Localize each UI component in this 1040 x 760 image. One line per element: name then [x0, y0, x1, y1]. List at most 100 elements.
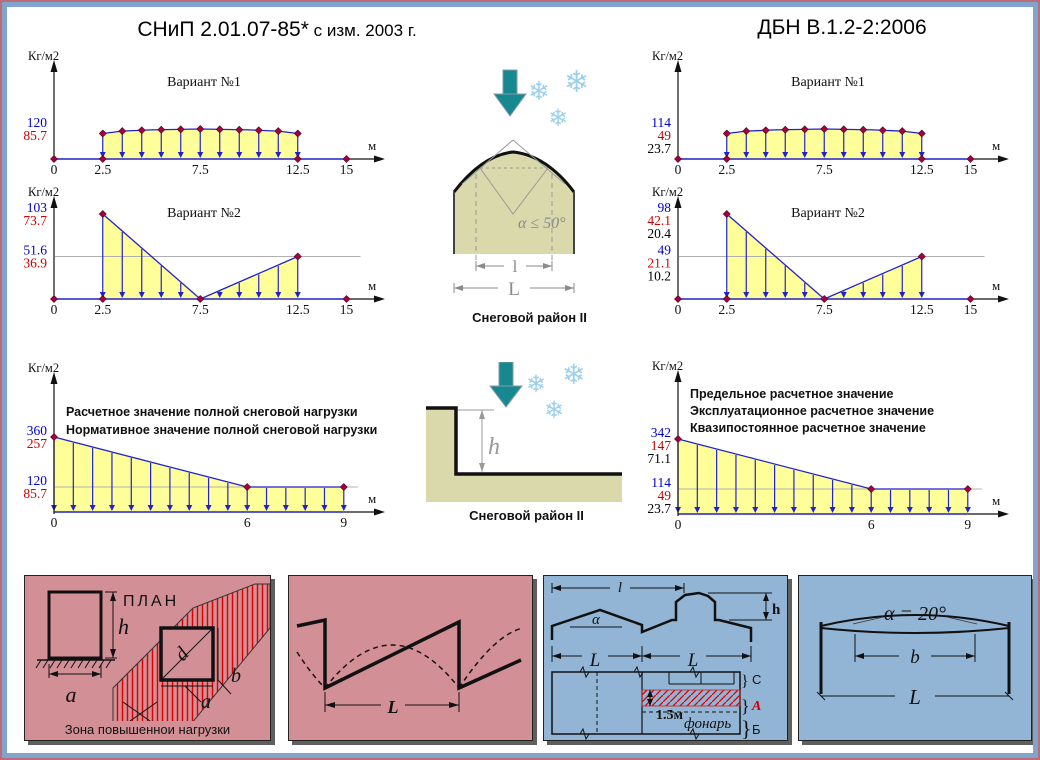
x-axis-unit: м: [992, 278, 1000, 293]
load-arrow-head: [158, 152, 165, 158]
lantern-roof-profile: [550, 591, 753, 642]
roof-tangent-lines: [461, 139, 566, 185]
x-axis-unit: м: [368, 491, 376, 506]
y-axis-unit: Кг/м2: [652, 185, 683, 199]
load-arrow-head: [964, 507, 971, 513]
data-point-marker: [235, 125, 244, 134]
chart-legend-line: Эксплуатационное расчетное значение: [690, 404, 934, 418]
x-axis-unit: м: [368, 138, 376, 153]
load-arrow-head: [224, 505, 231, 511]
x-tick-label: 12.5: [286, 162, 310, 177]
y-axis-value: 21.1: [647, 256, 671, 271]
load-arrow-head: [918, 292, 925, 298]
data-point-marker: [800, 125, 809, 134]
sawtooth-profile: [296, 617, 522, 691]
data-point-marker: [722, 129, 731, 138]
panel-sawtooth-roof: L: [288, 575, 533, 741]
load-arrow-head: [294, 292, 301, 298]
data-point-marker: [966, 155, 975, 163]
x-tick-label: 0: [675, 302, 682, 317]
data-point-marker: [722, 295, 731, 303]
snowflake-icon: ❄: [528, 76, 550, 106]
dome-roof-svg: ❄ ❄ ❄ α ≤ 50° l: [452, 66, 589, 300]
y-axis-value: 85.7: [23, 128, 47, 143]
x-tick-label: 2.5: [94, 302, 111, 317]
y-axis-arrow: [674, 196, 682, 208]
data-point-marker: [742, 127, 751, 136]
x-tick-label: 15: [964, 162, 978, 177]
plan-zone-svg: d b a h a ПЛАН: [35, 583, 270, 721]
y-axis-value: 103: [27, 200, 48, 215]
plan-cells: [668, 672, 735, 685]
x-tick-label: 7.5: [816, 302, 833, 317]
outer-dim: [816, 691, 1014, 701]
load-arrow-head: [906, 507, 913, 513]
data-point-marker: [761, 126, 770, 135]
load-arrow-head: [294, 152, 301, 158]
x-tick-label: 6: [244, 515, 251, 530]
data-point-marker: [339, 483, 348, 491]
svg-text:}: }: [741, 696, 750, 716]
data-point-marker: [98, 210, 107, 218]
band-width-label: 1.5м: [656, 708, 684, 723]
left-standard-title: СНиП 2.01.07-85* с изм. 2003 г.: [87, 18, 467, 42]
y-axis-value: 49: [658, 243, 672, 258]
load-arrow-head: [887, 507, 894, 513]
elevation-h-dim: [105, 591, 117, 659]
load-arrow-head: [138, 152, 145, 158]
load-arrow-head: [782, 152, 789, 158]
panel-lantern-roof: α l h L L: [543, 575, 788, 741]
load-arrow-head: [743, 292, 750, 298]
data-point-marker: [98, 129, 107, 138]
stepped-roof-figure: ❄ ❄ ❄ h Снеговой район II: [424, 362, 629, 523]
panel-plan-zone: d b a h a ПЛАН: [24, 575, 271, 741]
zone-b-label: Б: [752, 722, 761, 737]
load-arrow-head: [340, 505, 347, 511]
load-arrow-head: [694, 507, 701, 513]
data-point-marker: [917, 252, 926, 261]
load-arrow-head: [255, 292, 262, 298]
data-point-marker: [963, 485, 972, 493]
load-arrow-head: [743, 152, 750, 158]
y-axis-value: 10.2: [647, 269, 671, 284]
y-axis-value: 71.1: [647, 451, 671, 466]
load-arrow-head: [275, 292, 282, 298]
y-axis-value: 85.7: [23, 486, 47, 501]
load-arrow-head: [108, 505, 115, 511]
load-arrow-head: [186, 505, 193, 511]
span1-label: L: [589, 650, 601, 671]
y-axis-value: 36.9: [23, 256, 47, 271]
y-axis-unit: Кг/м2: [652, 359, 683, 373]
load-arrow-head: [801, 292, 808, 298]
data-point-marker: [839, 125, 848, 134]
y-axis-value: 49: [658, 488, 672, 503]
load-arrow-head: [147, 505, 154, 511]
load-arrow-head: [119, 152, 126, 158]
data-point-marker: [215, 125, 224, 134]
y-axis-value: 98: [658, 200, 672, 215]
outer-dim-label: L: [908, 685, 921, 709]
data-point-marker: [98, 295, 107, 303]
data-point-marker: [293, 129, 302, 138]
height-dim-line: [458, 409, 494, 472]
elevation-h-label: h: [118, 614, 129, 639]
y-axis-unit: Кг/м2: [28, 49, 59, 63]
x-axis-arrow: [998, 510, 1009, 518]
y-axis-value: 23.7: [647, 141, 671, 156]
load-arrow-head: [762, 152, 769, 158]
y-axis-value: 23.7: [647, 501, 671, 516]
load-arrow-head: [138, 292, 145, 298]
x-tick-label: 12.5: [286, 302, 310, 317]
load-arrow-head: [275, 152, 282, 158]
data-point-marker: [878, 126, 887, 135]
left-title-main: СНиП 2.01.07-85*: [137, 18, 309, 41]
lantern-svg: α l h L L: [550, 580, 781, 740]
load-arrow-head: [782, 292, 789, 298]
chart-title: Вариант №1: [167, 75, 241, 90]
load-arrow-head: [158, 292, 165, 298]
chart-legend-line: Расчетное значение полной снеговой нагру…: [66, 405, 358, 419]
y-axis-value: 42.1: [647, 213, 671, 228]
load-arrow-head: [790, 507, 797, 513]
chart-snip-variant2: Кг/м2 м 0 2.5 7.5 12.5 15 Вариант №2 103 73.7 51.6…: [4, 184, 396, 336]
